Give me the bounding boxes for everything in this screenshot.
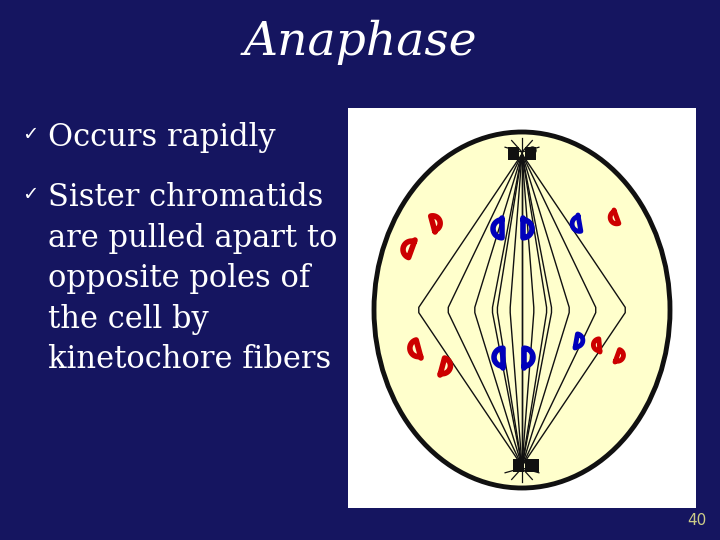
- Text: ✓: ✓: [22, 125, 38, 144]
- Text: Sister chromatids
are pulled apart to
opposite poles of
the cell by
kinetochore : Sister chromatids are pulled apart to op…: [48, 182, 338, 375]
- Text: Occurs rapidly: Occurs rapidly: [48, 122, 276, 153]
- Bar: [525, 459, 539, 472]
- Bar: [348, 108, 696, 508]
- Text: ✓: ✓: [22, 185, 38, 204]
- Bar: [513, 459, 524, 472]
- Bar: [508, 147, 519, 160]
- Bar: [525, 147, 536, 160]
- Text: 40: 40: [687, 513, 706, 528]
- Ellipse shape: [374, 132, 670, 488]
- Text: Anaphase: Anaphase: [243, 19, 477, 65]
